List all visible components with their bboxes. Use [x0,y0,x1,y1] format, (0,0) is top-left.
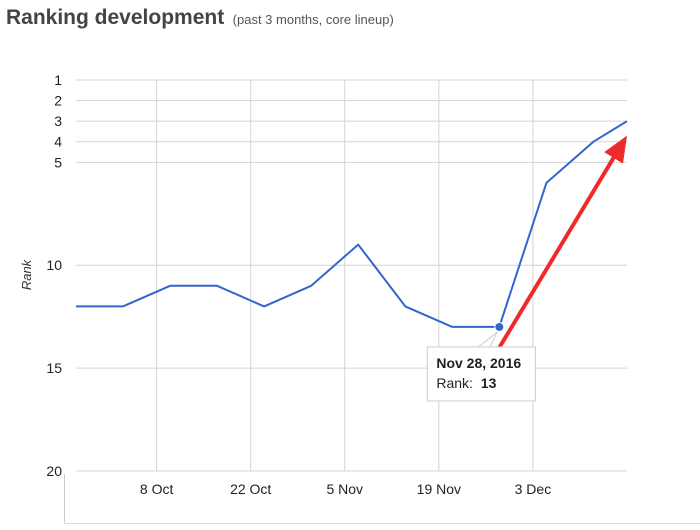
y-tick-label-3: 3 [54,113,62,129]
y-tick-label-15: 15 [46,360,62,376]
arrow-head [604,135,627,164]
chart-title: Ranking development [6,6,225,29]
x-tick-label-5-nov: 5 Nov [326,481,363,497]
y-axis-tick-labels: 1 2 3 4 5 10 15 20 [46,72,62,479]
x-tick-label-19-nov: 19 Nov [417,481,461,497]
annotation-arrow [497,135,627,350]
x-tick-label-8-oct: 8 Oct [140,481,174,497]
series-line-0 [76,120,628,328]
highlighted-point[interactable] [494,321,505,332]
frame-left-border [64,474,65,524]
y-axis-label: Rank [19,258,34,290]
y-tick-label-20: 20 [46,463,62,479]
y-tick-label-1: 1 [54,72,62,88]
tooltip-title: Nov 28, 2016 [436,355,521,371]
chart-header: Ranking development (past 3 months, core… [6,6,394,30]
tooltip-value: 13 [481,375,497,391]
chart-subtitle: (past 3 months, core lineup) [232,12,394,27]
tooltip-label: Rank: [436,375,473,391]
frame-bottom-border [64,523,700,524]
arrow-shaft [497,155,616,350]
x-axis-tick-labels: 8 Oct 22 Oct 5 Nov 19 Nov 3 Dec [140,481,551,497]
y-tick-label-5: 5 [54,154,62,170]
tooltip-body: Rank: 13 [436,375,496,391]
tooltip-box [426,346,536,402]
x-tick-label-22-oct: 22 Oct [230,481,271,497]
tooltip-pointer [475,331,498,349]
x-tick-label-3-dec: 3 Dec [515,481,552,497]
tooltip: Nov 28, 2016 Rank: 13 [426,331,536,402]
y-tick-label-10: 10 [46,257,62,273]
series-layer [76,120,628,332]
y-tick-label-4: 4 [54,134,62,150]
y-tick-label-2: 2 [54,93,62,109]
